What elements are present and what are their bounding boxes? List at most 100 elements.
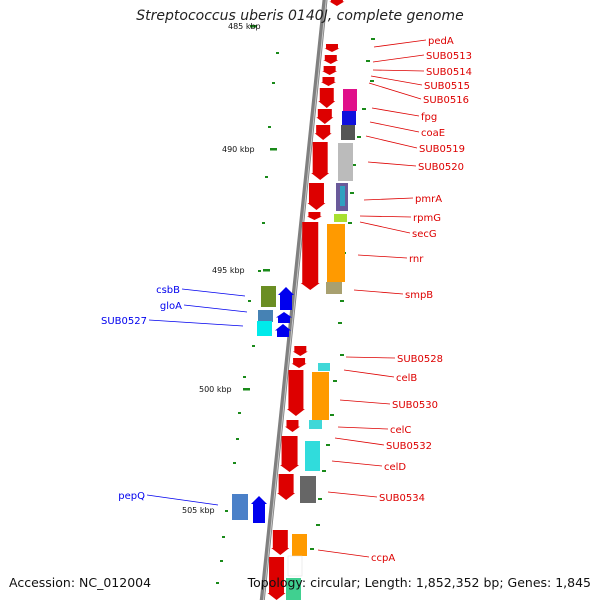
reverse-gene-arrow: [324, 44, 340, 52]
track-dot: [310, 548, 314, 550]
track-dot: [348, 222, 352, 224]
function-category-box: [334, 214, 347, 222]
track-dot: [318, 498, 322, 500]
reverse-gene-arrow: [271, 530, 290, 555]
reverse-gene: [314, 125, 332, 140]
track-dot: [225, 510, 228, 512]
track-dot: [265, 176, 268, 178]
gene-label-leader: [334, 437, 385, 446]
track-dot: [371, 38, 375, 40]
gene-label: pmrA: [415, 194, 442, 205]
reverse-gene-arrow: [286, 370, 305, 416]
gene-label-leader: [373, 39, 427, 48]
gene-label: SUB0515: [424, 81, 470, 92]
track-dot: [222, 536, 225, 538]
reverse-gene-arrow: [300, 222, 320, 290]
reverse-gene: [324, 44, 340, 52]
track-dot: [340, 300, 344, 302]
track-dot: [243, 376, 246, 378]
map-title: Streptococcus uberis 0140J, complete gen…: [136, 8, 464, 24]
track-dot: [252, 345, 255, 347]
topology-summary: Topology: circular; Length: 1,852,352 bp…: [247, 575, 591, 590]
gene-label: smpB: [405, 290, 433, 301]
function-category-box: [343, 89, 357, 111]
track-dot: [262, 222, 265, 224]
gene-label-leader: [370, 75, 423, 86]
reverse-gene-arrow: [277, 474, 296, 500]
track-dot: [220, 560, 223, 562]
ruler-tick: [250, 25, 257, 28]
gene-label-leader: [146, 494, 219, 506]
gene-label: SUB0532: [386, 441, 432, 452]
function-category-box: [261, 286, 276, 307]
forward-gene-arrow: [276, 312, 292, 323]
function-category-box: [327, 224, 345, 282]
forward-gene: [278, 287, 294, 310]
gene-label: SUB0528: [397, 354, 443, 365]
gene-label: SUB0516: [423, 95, 469, 106]
track-dot: [352, 164, 356, 166]
reverse-gene-arrow: [306, 212, 322, 220]
track-dot: [272, 82, 275, 84]
gene-label-leader: [337, 426, 389, 430]
gene-label-leader: [359, 221, 411, 234]
ruler-label: 495 kbp: [212, 266, 245, 275]
gene-label: pedA: [428, 36, 454, 47]
track-dot: [333, 380, 337, 382]
gene-label: rnr: [409, 254, 424, 265]
gene-label: SUB0530: [392, 400, 438, 411]
function-category-box: [312, 372, 329, 420]
gene-label: celD: [384, 462, 406, 473]
reverse-gene-arrow: [284, 420, 300, 432]
track-dot: [233, 462, 236, 464]
gene-label-leader: [357, 254, 408, 259]
reverse-gene: [300, 222, 320, 290]
reverse-gene-arrow: [311, 142, 330, 180]
function-category-box-outline: [287, 555, 303, 577]
track-dot: [248, 300, 251, 302]
ruler-label: 490 kbp: [222, 145, 255, 154]
track-dot: [338, 322, 342, 324]
gene-label-leader: [368, 82, 422, 100]
track-dot: [258, 270, 261, 272]
gene-label: SUB0513: [426, 51, 472, 62]
reverse-gene: [306, 212, 322, 220]
gene-label-leader: [345, 356, 396, 359]
reverse-gene-arrow: [329, 0, 345, 6]
reverse-gene: [323, 55, 339, 64]
track-dot: [236, 438, 239, 440]
reverse-gene: [320, 77, 336, 86]
gene-label: SUB0527: [101, 316, 147, 327]
reverse-gene: [286, 370, 305, 416]
function-category-box: [326, 282, 342, 294]
forward-gene: [276, 312, 292, 323]
function-category-box: [288, 556, 302, 576]
gene-label: csbB: [156, 285, 180, 296]
reverse-gene: [316, 109, 334, 124]
forward-gene-arrow: [278, 287, 294, 310]
genome-backbone: [259, 0, 328, 604]
gene-label-leader: [363, 197, 414, 201]
function-category-box: [338, 143, 353, 181]
gene-label-leader: [359, 215, 412, 218]
ruler-tick: [243, 388, 250, 391]
track-dot: [216, 582, 219, 584]
track-dot: [350, 192, 354, 194]
track-dot: [238, 412, 241, 414]
gene-label-leader: [372, 69, 425, 72]
gene-label: fpg: [421, 112, 437, 123]
gene-label-leader: [365, 135, 418, 149]
function-category-box: [305, 441, 320, 471]
reverse-gene: [329, 0, 345, 6]
gene-label-leader: [353, 289, 404, 295]
gene-label-leader: [327, 491, 378, 498]
gene-label: gloA: [160, 301, 182, 312]
gene-label-leader: [148, 319, 244, 327]
function-category-box: [232, 494, 248, 520]
gene-label: SUB0520: [418, 162, 464, 173]
ruler-label: 500 kbp: [199, 385, 232, 394]
function-category-box: [341, 125, 355, 140]
track-dot: [340, 354, 344, 356]
gene-label: coaE: [421, 128, 445, 139]
